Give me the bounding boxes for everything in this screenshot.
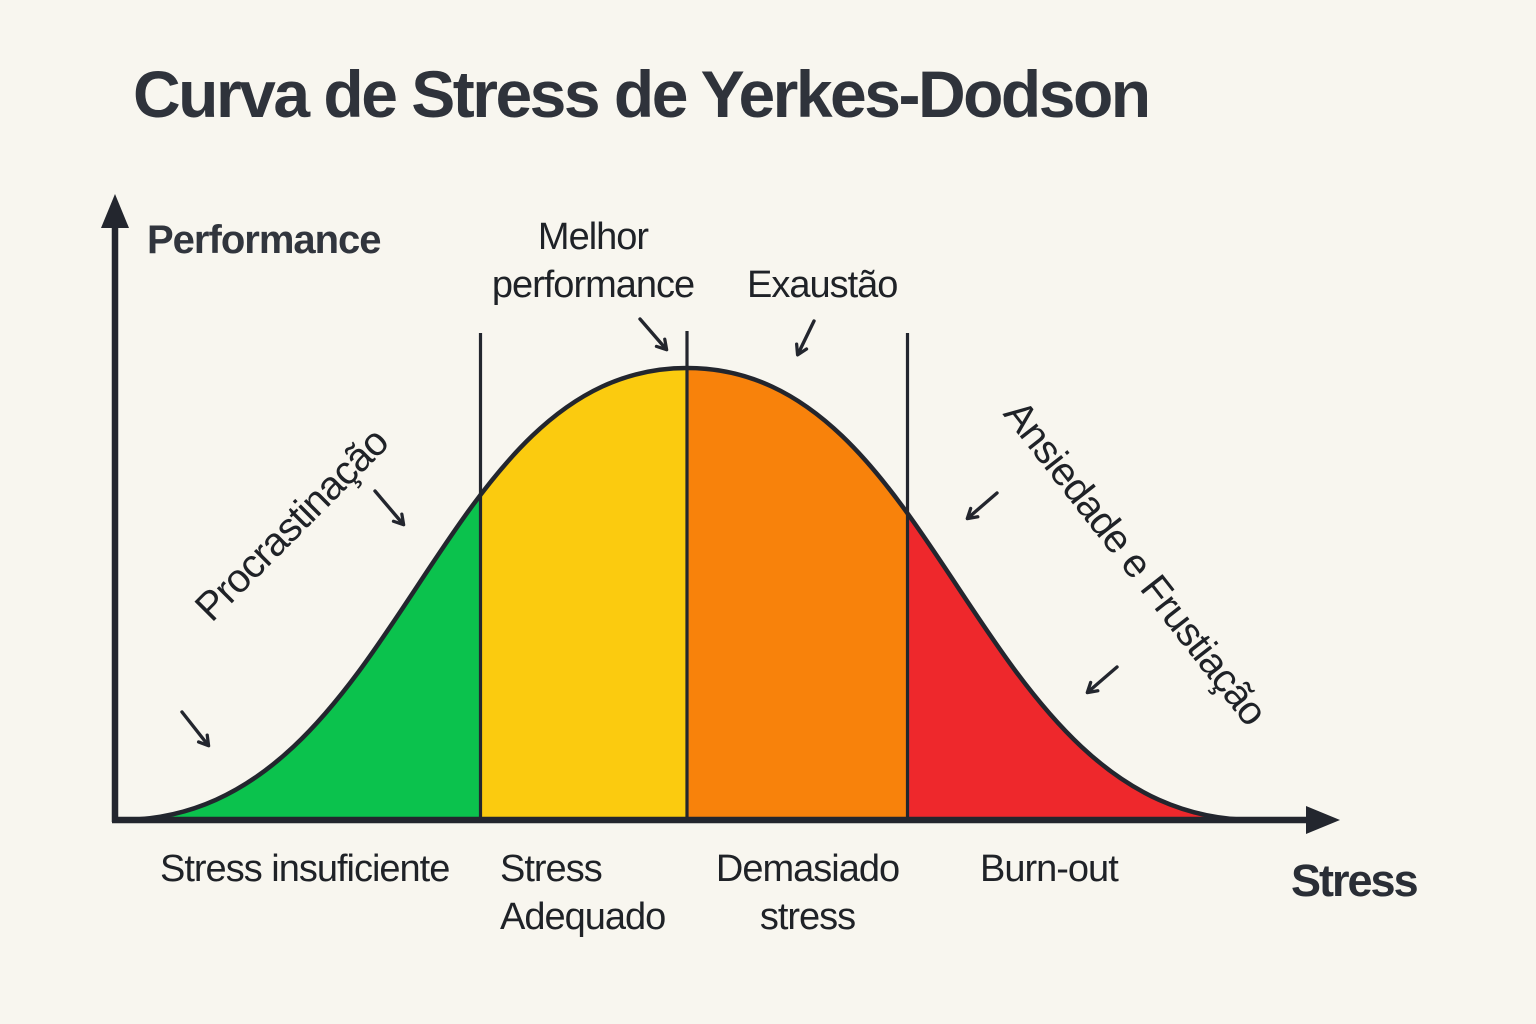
zone-fill-insufficient-stress [120, 495, 480, 820]
chart-title: Curva de Stress de Yerkes-Dodson [133, 57, 1151, 131]
arrow-anxiety-icon [965, 491, 999, 521]
bell-curve-outline [119, 365, 1256, 823]
zone-fill-adequate-stress [480, 368, 687, 820]
annotation-best-performance: Melhor performance [491, 216, 695, 306]
zone-fills [120, 368, 1255, 820]
arrow-frustration-icon [1085, 665, 1119, 695]
y-axis-label: Performance [147, 218, 382, 262]
y-axis-arrowhead-icon [101, 194, 129, 228]
arrow-procrastination-icon [373, 489, 406, 527]
zone-label-insufficient-stress: Stress insuficiente [160, 848, 450, 890]
zone-label-adequate-stress: Stress Adequado [500, 848, 666, 938]
zone-label-too-much-stress: Demasiado stress [715, 848, 900, 938]
arrow-insufficient-stress-icon [180, 710, 211, 748]
zone-label-burnout: Burn-out [980, 848, 1119, 890]
axes [101, 194, 1340, 834]
x-axis-label: Stress [1291, 855, 1419, 906]
annotation-arrows [180, 317, 1119, 748]
zone-dividers [478, 331, 910, 819]
arrow-best-performance-icon [638, 317, 669, 352]
annotation-exhaustion: Exaustão [747, 264, 898, 306]
x-axis-arrowhead-icon [1306, 806, 1340, 834]
zone-fill-burnout [907, 512, 1255, 820]
zone-fill-too-much-stress [687, 368, 907, 820]
arrow-exhaustion-icon [795, 319, 816, 357]
